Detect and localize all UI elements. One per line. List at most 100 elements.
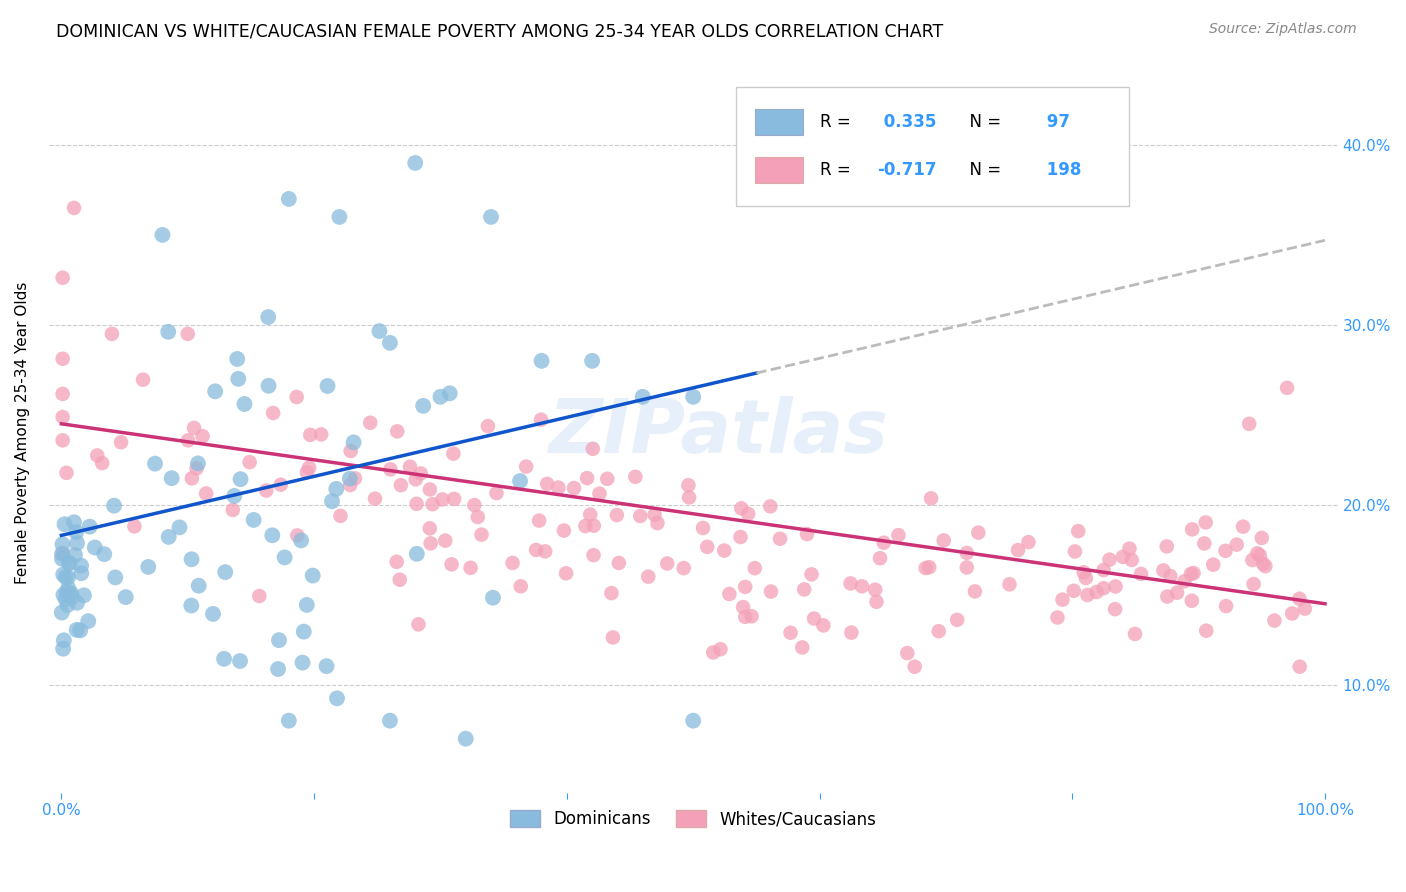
Point xyxy=(1046,610,1069,624)
Point xyxy=(741,609,763,624)
Point xyxy=(132,373,155,387)
Point xyxy=(547,481,569,495)
Point xyxy=(624,470,647,484)
Point xyxy=(114,590,136,604)
Point xyxy=(576,471,599,485)
Point xyxy=(55,466,77,480)
Point xyxy=(267,662,290,676)
Point xyxy=(298,460,321,475)
Point xyxy=(998,577,1021,591)
Point xyxy=(1063,583,1085,598)
Point xyxy=(873,535,896,549)
Point xyxy=(482,591,505,605)
Point xyxy=(443,491,465,506)
Point xyxy=(101,326,124,341)
Point xyxy=(553,524,575,538)
Point xyxy=(682,390,704,404)
Point xyxy=(405,497,427,511)
Point xyxy=(405,547,427,561)
Point xyxy=(295,598,318,612)
Point xyxy=(51,551,73,566)
Point xyxy=(730,501,752,516)
Point xyxy=(813,618,835,632)
Point xyxy=(1281,607,1303,621)
Point xyxy=(606,508,628,522)
Point xyxy=(904,659,927,673)
Point xyxy=(596,472,619,486)
Point xyxy=(63,515,86,529)
Point xyxy=(793,582,815,597)
Point xyxy=(70,566,93,581)
Point xyxy=(470,527,492,541)
Point xyxy=(1237,417,1260,431)
Point xyxy=(555,566,578,581)
Point xyxy=(1092,563,1115,577)
Point xyxy=(364,491,387,506)
Point xyxy=(1156,540,1178,554)
Point xyxy=(52,588,75,602)
Point xyxy=(956,546,979,560)
Point xyxy=(1251,557,1274,571)
Point xyxy=(1250,531,1272,545)
Point xyxy=(734,580,756,594)
FancyBboxPatch shape xyxy=(755,109,803,136)
Point xyxy=(291,656,314,670)
Point xyxy=(359,416,381,430)
Point xyxy=(169,520,191,534)
Point xyxy=(52,546,75,560)
Point xyxy=(1052,592,1074,607)
Point xyxy=(257,378,280,392)
Point xyxy=(63,201,86,215)
Point xyxy=(865,595,887,609)
Text: R =: R = xyxy=(820,161,855,179)
Point xyxy=(224,489,246,503)
Point xyxy=(759,584,782,599)
Point xyxy=(434,533,457,548)
Point xyxy=(301,568,323,582)
Point xyxy=(515,459,537,474)
Point xyxy=(187,579,209,593)
Point xyxy=(378,335,401,350)
Point xyxy=(562,481,585,495)
Point xyxy=(204,384,226,399)
Point xyxy=(1118,541,1140,556)
Point xyxy=(1263,614,1285,628)
Point xyxy=(419,521,441,535)
Point xyxy=(530,412,553,426)
Point xyxy=(1275,381,1298,395)
Point xyxy=(920,491,942,506)
Point xyxy=(157,530,180,544)
Point xyxy=(637,569,659,583)
Point xyxy=(79,519,101,533)
Point xyxy=(388,573,411,587)
Point xyxy=(212,652,235,666)
Point xyxy=(316,379,339,393)
Point xyxy=(285,528,308,542)
Point xyxy=(180,471,202,485)
Point xyxy=(1007,543,1029,558)
Point xyxy=(66,596,89,610)
Point xyxy=(285,390,308,404)
Point xyxy=(65,524,87,539)
Legend: Dominicans, Whites/Caucasians: Dominicans, Whites/Caucasians xyxy=(503,803,883,835)
Point xyxy=(730,530,752,544)
Text: R =: R = xyxy=(820,113,855,131)
Point xyxy=(104,570,127,584)
Point xyxy=(408,617,430,632)
Point xyxy=(195,486,218,500)
Point xyxy=(152,227,174,242)
Point xyxy=(502,556,524,570)
Point xyxy=(226,351,249,366)
FancyBboxPatch shape xyxy=(735,87,1129,206)
Text: N =: N = xyxy=(959,113,1007,131)
Point xyxy=(479,210,502,224)
Point xyxy=(186,461,208,475)
Point xyxy=(229,654,252,668)
Point xyxy=(1202,558,1225,572)
Point xyxy=(1130,566,1153,581)
Point xyxy=(1181,593,1204,607)
Point xyxy=(733,600,755,615)
Point xyxy=(759,500,782,514)
Point xyxy=(52,567,75,582)
Point xyxy=(378,714,401,728)
